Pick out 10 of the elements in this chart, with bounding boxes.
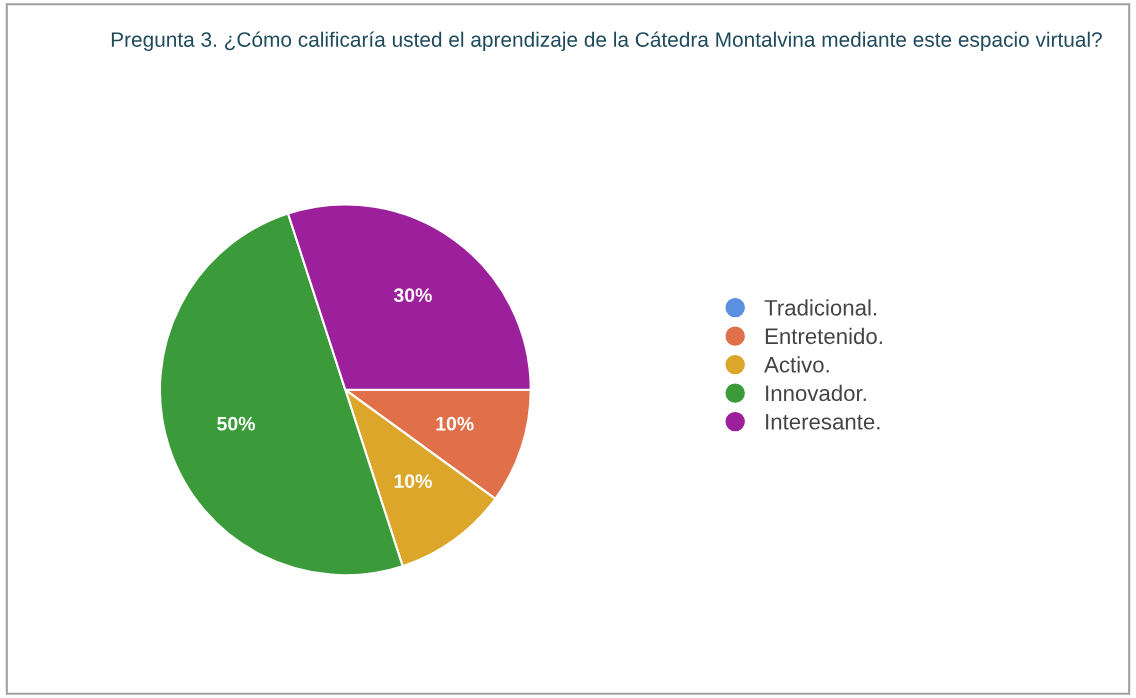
legend-label: Innovador. (766, 384, 866, 402)
chart-title: Pregunta 3. ¿Cómo calificaría usted el aprendizaje de la Cátedra Montalvina mediante este espacio virtual? (111, 31, 1102, 52)
legend-label: Entretenido. (765, 327, 882, 345)
data-label: 50% (217, 416, 255, 431)
data-label: 30% (393, 288, 432, 303)
legend-label: Tradicional. (764, 299, 877, 316)
legend-label: Interesante. (766, 414, 880, 430)
data-label: 10% (394, 474, 432, 489)
legend-label: Activo. (764, 356, 829, 373)
data-label: 10% (436, 416, 474, 431)
